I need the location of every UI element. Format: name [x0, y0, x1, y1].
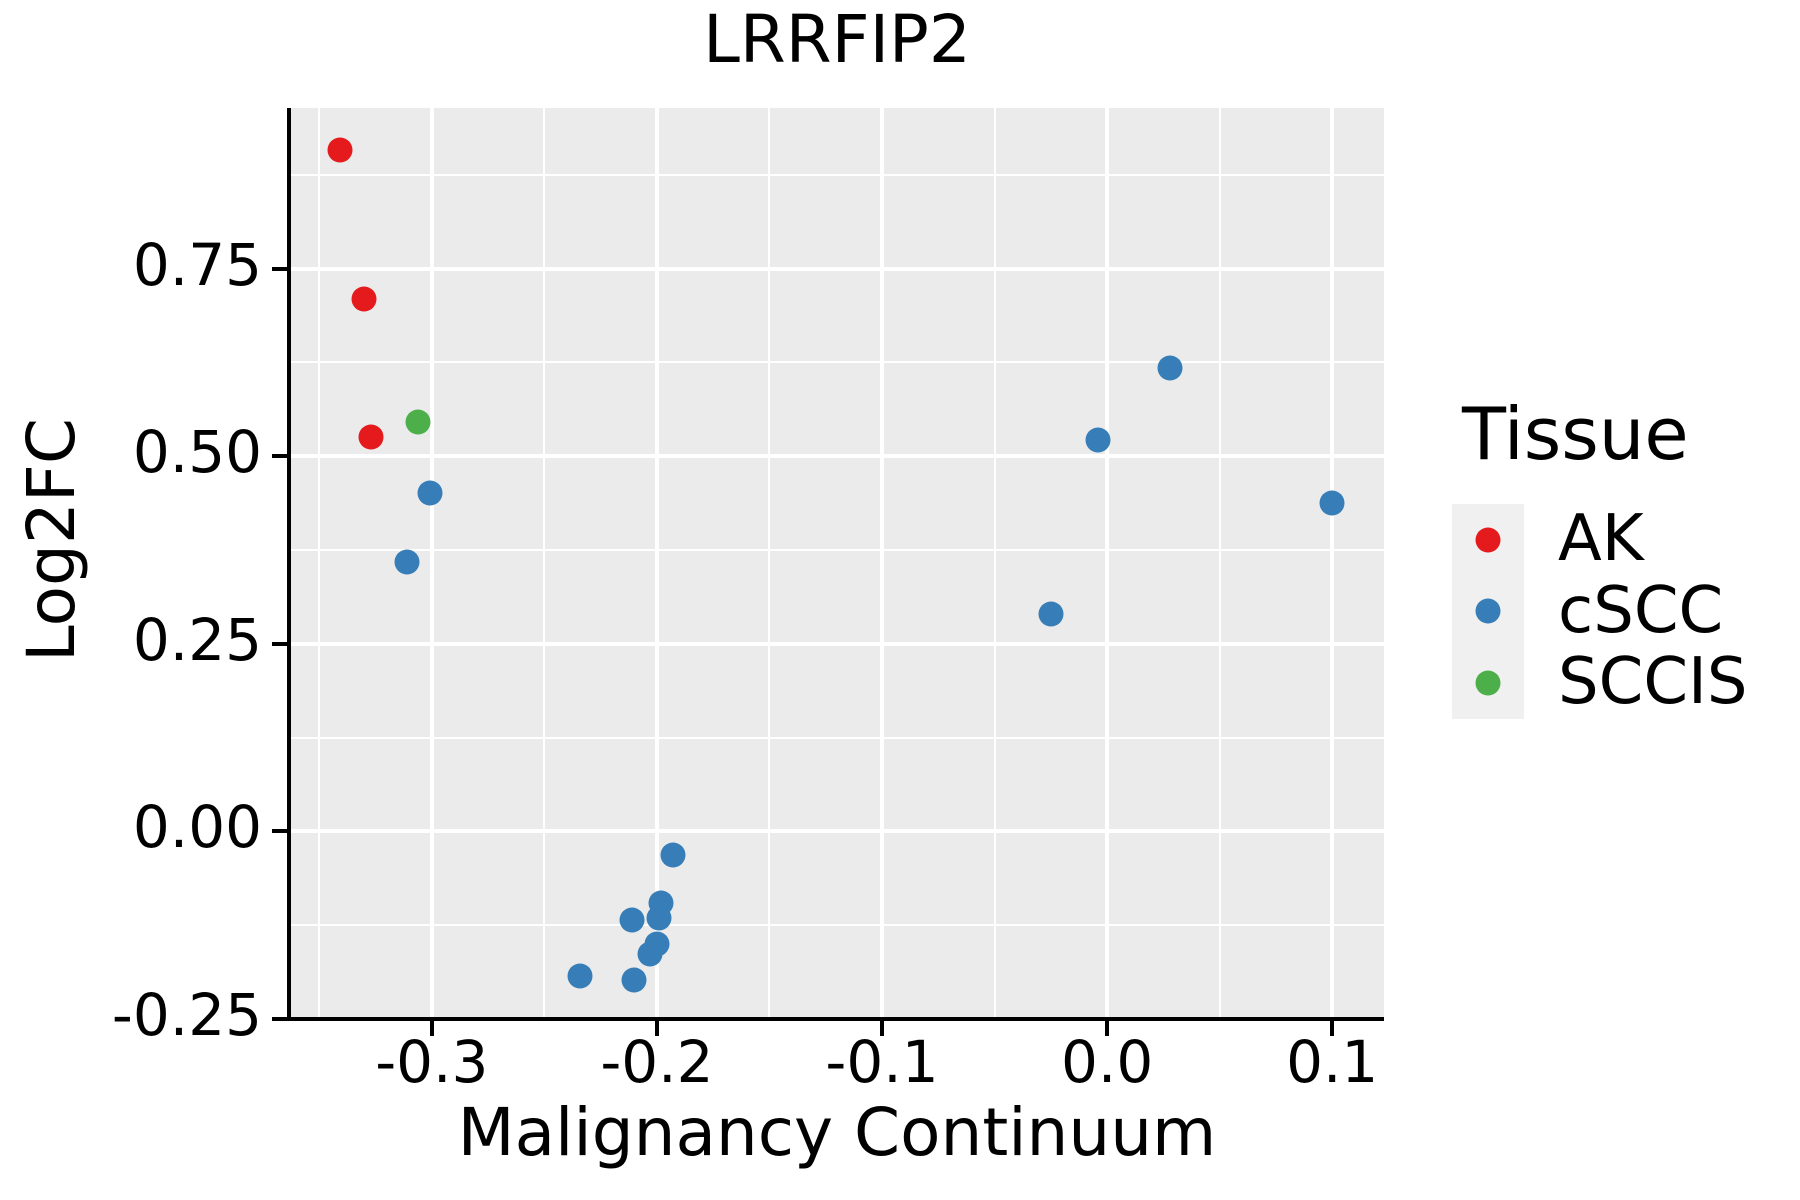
data-point-cSCC: [394, 549, 420, 575]
legend-label-cSCC: cSCC: [1558, 573, 1724, 648]
y-minor-gridline: [290, 924, 1384, 927]
x-major-gridline: [1330, 108, 1335, 1019]
x-tick: [429, 1021, 434, 1036]
y-tick: [272, 641, 287, 646]
y-axis-line: [287, 108, 291, 1021]
legend-key-dot-icon: [1475, 527, 1501, 553]
y-tick: [272, 1017, 287, 1021]
x-major-gridline: [429, 108, 434, 1019]
y-major-gridline: [290, 454, 1384, 459]
data-point-cSCC: [621, 967, 647, 993]
y-major-gridline: [290, 266, 1384, 271]
data-point-cSCC: [417, 480, 443, 506]
legend-label-AK: AK: [1558, 502, 1644, 576]
data-point-cSCC: [637, 941, 663, 967]
y-minor-gridline: [290, 173, 1384, 176]
x-tick: [654, 1021, 659, 1036]
data-point-AK: [351, 286, 377, 312]
x-minor-gridline: [768, 108, 771, 1019]
y-tick: [272, 454, 287, 459]
y-tick-label: 0.00: [132, 793, 262, 862]
x-axis-line: [287, 1017, 1384, 1021]
data-point-cSCC: [1157, 355, 1183, 381]
x-major-gridline: [654, 108, 659, 1019]
data-point-cSCC: [646, 905, 672, 931]
legend-title: Tissue: [1462, 392, 1689, 476]
x-tick: [1105, 1021, 1110, 1036]
legend-key-AK: [1452, 504, 1524, 576]
x-major-gridline: [880, 108, 885, 1019]
x-minor-gridline: [993, 108, 996, 1019]
x-tick-label: 0.1: [1286, 1028, 1379, 1096]
y-minor-gridline: [290, 361, 1384, 364]
data-point-cSCC: [1319, 490, 1345, 516]
legend-label-SCCIS: SCCIS: [1558, 645, 1748, 719]
y-major-gridline: [290, 641, 1384, 646]
x-tick: [880, 1021, 885, 1036]
y-tick-label: 0.25: [132, 605, 262, 674]
data-point-cSCC: [619, 907, 645, 933]
x-minor-gridline: [543, 108, 546, 1019]
x-major-gridline: [1105, 108, 1110, 1019]
x-tick-label: 0.0: [1060, 1028, 1154, 1096]
y-axis-label: Log2FC: [13, 418, 90, 662]
legend-key-cSCC: [1452, 575, 1524, 647]
plot-panel: [290, 108, 1384, 1019]
data-point-cSCC: [660, 842, 686, 868]
x-tick-label: -0.3: [375, 1028, 489, 1096]
x-minor-gridline: [318, 108, 321, 1019]
legend-key-dot-icon: [1475, 598, 1501, 624]
legend-key-dot-icon: [1475, 670, 1501, 696]
x-axis-label: Malignancy Continuum: [457, 1094, 1217, 1171]
data-point-cSCC: [567, 963, 593, 989]
data-point-SCCIS: [405, 409, 431, 435]
x-minor-gridline: [1218, 108, 1221, 1019]
y-major-gridline: [290, 829, 1384, 834]
y-tick: [272, 266, 287, 271]
chart-title: LRRFIP2: [703, 1, 971, 78]
y-minor-gridline: [290, 736, 1384, 739]
data-point-AK: [358, 424, 384, 450]
y-minor-gridline: [290, 548, 1384, 551]
legend-key-SCCIS: [1452, 647, 1524, 719]
y-tick: [272, 829, 287, 834]
data-point-cSCC: [1085, 427, 1111, 453]
data-point-AK: [327, 137, 353, 163]
x-tick-label: -0.1: [825, 1028, 939, 1096]
x-tick-label: -0.2: [600, 1028, 714, 1096]
data-point-cSCC: [1038, 601, 1064, 627]
y-tick-label: -0.25: [111, 981, 262, 1049]
x-tick: [1330, 1021, 1335, 1036]
y-tick-label: 0.50: [132, 418, 262, 487]
y-tick-label: 0.75: [132, 230, 262, 299]
